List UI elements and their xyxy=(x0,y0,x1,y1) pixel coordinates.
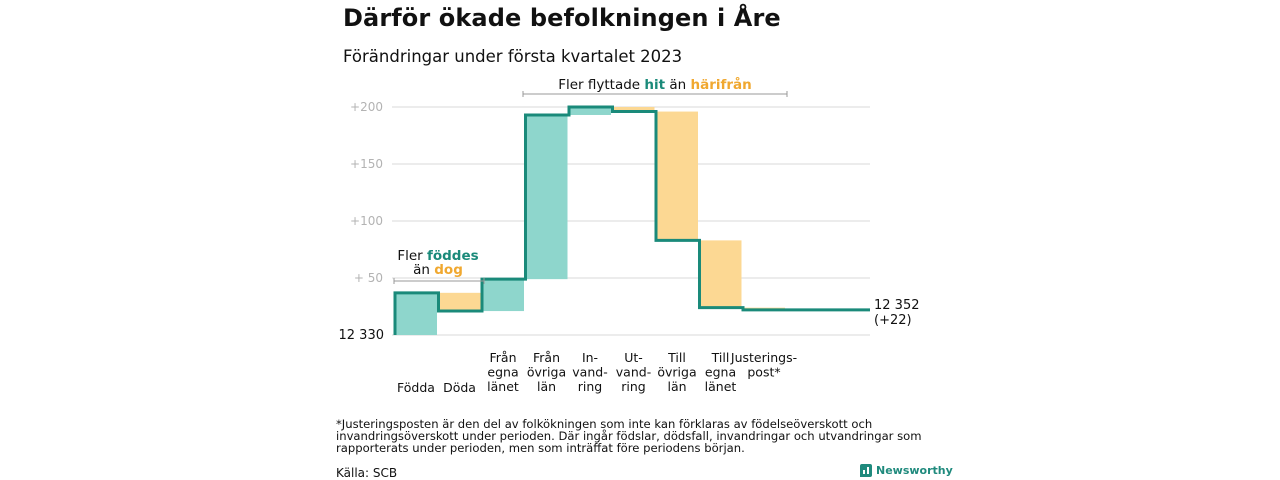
chart-subtitle: Förändringar under första kvartalet 2023 xyxy=(343,47,683,66)
category-label: Ut- xyxy=(624,350,643,365)
source-note: Källa: SCB xyxy=(336,466,398,480)
category-label: län xyxy=(537,379,556,394)
brand-name: Newsworthy xyxy=(876,464,953,477)
running-total-line xyxy=(393,105,870,335)
waterfall-bar xyxy=(612,107,655,112)
category-label: egna xyxy=(487,365,518,380)
brand-logo: Newsworthy xyxy=(860,464,953,477)
y-tick-label: + 50 xyxy=(354,271,383,285)
category-label: länet xyxy=(705,379,737,394)
category-label: ring xyxy=(578,379,602,394)
category-label: Från xyxy=(533,350,560,365)
category-label: Till xyxy=(667,350,686,365)
annotation-births-deaths-line2: än dog xyxy=(413,262,463,278)
y-tick-label: +150 xyxy=(350,157,383,171)
bar-layer xyxy=(395,107,785,335)
waterfall-bar xyxy=(438,292,481,312)
y-tick-label: +100 xyxy=(350,214,383,228)
category-label: egna xyxy=(705,365,736,380)
category-label: vand- xyxy=(572,365,607,380)
category-label: ring xyxy=(621,379,645,394)
waterfall-bar xyxy=(525,114,568,280)
category-label: Justerings- xyxy=(730,350,797,365)
waterfall-bar xyxy=(699,240,742,308)
end-value-label: 12 352 xyxy=(874,298,920,313)
category-label: Från xyxy=(489,350,516,365)
category-label: post* xyxy=(747,365,780,380)
end-value-label: (+22) xyxy=(874,313,912,328)
annotation-migration: Fler flyttade hit än härifrån xyxy=(558,76,752,93)
category-label: In- xyxy=(582,350,598,365)
category-label: län xyxy=(667,379,686,394)
category-label: övriga xyxy=(527,365,566,380)
category-label: Döda xyxy=(443,380,476,395)
waterfall-bar xyxy=(656,111,698,241)
annotation-births-deaths-line1: Fler föddes xyxy=(397,248,478,264)
start-value-label: 12 330 xyxy=(339,328,385,343)
newsworthy-icon xyxy=(860,464,872,477)
category-label: vand- xyxy=(616,365,651,380)
waterfall-bar xyxy=(395,292,437,335)
category-label: övriga xyxy=(657,365,696,380)
footnote: *Justeringsposten är den del av folkökni… xyxy=(336,417,922,455)
waterfall-bar xyxy=(482,279,524,312)
y-tick-label: +200 xyxy=(350,100,383,114)
line-layer xyxy=(393,105,870,335)
category-label: Till xyxy=(711,350,730,365)
waterfall-bar xyxy=(569,107,611,115)
chart-title: Därför ökade befolkningen i Åre xyxy=(343,4,781,32)
category-label: länet xyxy=(487,379,519,394)
category-label: Födda xyxy=(397,380,435,395)
